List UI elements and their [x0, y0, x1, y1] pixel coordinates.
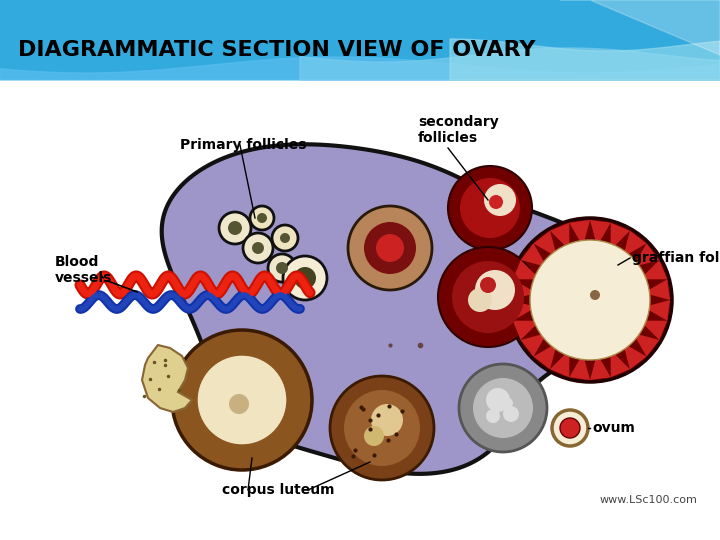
- Polygon shape: [0, 0, 720, 80]
- Circle shape: [371, 404, 403, 436]
- Circle shape: [348, 206, 432, 290]
- Polygon shape: [513, 321, 540, 340]
- Circle shape: [486, 388, 510, 412]
- Polygon shape: [611, 222, 630, 250]
- Circle shape: [280, 233, 290, 243]
- Circle shape: [448, 166, 532, 250]
- Polygon shape: [570, 354, 590, 380]
- Circle shape: [503, 406, 519, 422]
- Polygon shape: [590, 220, 611, 246]
- Polygon shape: [633, 333, 660, 356]
- Circle shape: [460, 178, 520, 238]
- Text: corpus luteum: corpus luteum: [222, 483, 334, 497]
- Circle shape: [508, 218, 672, 382]
- Circle shape: [364, 222, 416, 274]
- Circle shape: [257, 213, 267, 223]
- Text: graffian follicles: graffian follicles: [632, 251, 720, 265]
- Circle shape: [376, 234, 404, 262]
- Text: Primary follicles: Primary follicles: [180, 138, 307, 152]
- Polygon shape: [640, 260, 667, 279]
- Text: ovum: ovum: [592, 421, 635, 435]
- Circle shape: [272, 225, 298, 251]
- Circle shape: [480, 277, 496, 293]
- Text: www.LSc100.com: www.LSc100.com: [600, 495, 698, 505]
- Circle shape: [503, 398, 513, 408]
- Polygon shape: [521, 244, 547, 267]
- Circle shape: [484, 184, 516, 216]
- Circle shape: [459, 364, 547, 452]
- Text: DIAGRAMMATIC SECTION VIEW OF OVARY: DIAGRAMMATIC SECTION VIEW OF OVARY: [18, 40, 536, 60]
- Circle shape: [252, 242, 264, 254]
- Polygon shape: [560, 0, 720, 55]
- Polygon shape: [623, 231, 647, 257]
- Circle shape: [530, 240, 650, 360]
- Circle shape: [590, 290, 600, 300]
- Polygon shape: [623, 343, 647, 369]
- Polygon shape: [513, 260, 540, 279]
- Circle shape: [229, 394, 249, 414]
- Polygon shape: [534, 343, 557, 369]
- Polygon shape: [550, 350, 570, 377]
- Circle shape: [250, 206, 274, 230]
- Circle shape: [552, 410, 588, 446]
- Polygon shape: [142, 345, 192, 412]
- Circle shape: [344, 390, 420, 466]
- Polygon shape: [162, 144, 635, 474]
- Circle shape: [228, 221, 242, 235]
- Circle shape: [268, 254, 296, 282]
- Circle shape: [452, 261, 524, 333]
- Polygon shape: [0, 57, 720, 80]
- Circle shape: [475, 270, 515, 310]
- Circle shape: [489, 195, 503, 209]
- Circle shape: [243, 233, 273, 263]
- Circle shape: [294, 267, 316, 289]
- Polygon shape: [644, 300, 670, 321]
- Polygon shape: [300, 48, 720, 80]
- Polygon shape: [640, 321, 667, 340]
- Circle shape: [438, 247, 538, 347]
- Polygon shape: [611, 350, 630, 377]
- Circle shape: [560, 418, 580, 438]
- Polygon shape: [534, 231, 557, 257]
- Circle shape: [330, 376, 434, 480]
- Polygon shape: [633, 244, 660, 267]
- Circle shape: [219, 212, 251, 244]
- Polygon shape: [510, 279, 536, 300]
- Circle shape: [486, 409, 500, 423]
- Circle shape: [197, 355, 287, 445]
- Polygon shape: [644, 279, 670, 300]
- Circle shape: [276, 262, 288, 274]
- Circle shape: [172, 330, 312, 470]
- Circle shape: [364, 426, 384, 446]
- Polygon shape: [450, 39, 720, 80]
- Polygon shape: [521, 333, 547, 356]
- Circle shape: [468, 288, 492, 312]
- Circle shape: [283, 256, 327, 300]
- Text: secondary
follicles: secondary follicles: [418, 115, 499, 145]
- Polygon shape: [550, 222, 570, 250]
- Circle shape: [473, 378, 533, 438]
- Polygon shape: [590, 354, 611, 380]
- Polygon shape: [510, 300, 536, 321]
- Text: Blood
vessels: Blood vessels: [55, 255, 112, 285]
- Polygon shape: [570, 220, 590, 246]
